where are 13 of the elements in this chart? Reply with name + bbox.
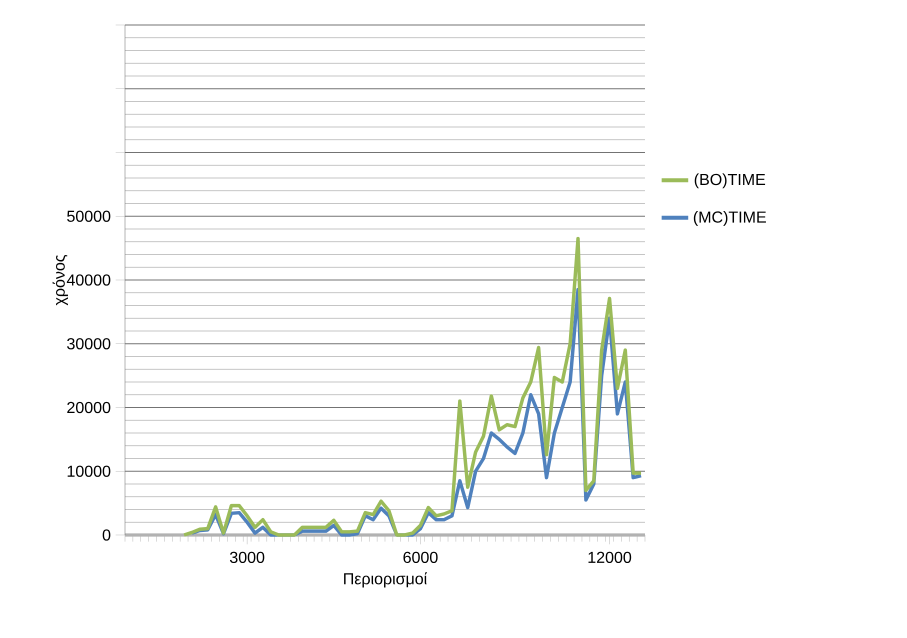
- y-tick-label: 10000: [68, 466, 110, 477]
- y-axis-title: χρόνος: [52, 254, 68, 306]
- x-tick-label: 3000: [230, 552, 264, 564]
- legend-label: (MC)TIME: [694, 210, 766, 226]
- x-tick-label: 12000: [588, 552, 632, 564]
- legend-label: (BO)TIME: [694, 173, 766, 188]
- y-tick-label: 30000: [67, 338, 110, 350]
- y-tick-label: 0: [102, 529, 110, 541]
- y-tick-label: 50000: [67, 210, 110, 222]
- y-tick-label: 20000: [67, 402, 110, 414]
- x-tick-label: 6000: [403, 552, 438, 564]
- x-axis-title: Περιορισμοί: [344, 572, 428, 588]
- y-tick-label: 40000: [66, 274, 110, 286]
